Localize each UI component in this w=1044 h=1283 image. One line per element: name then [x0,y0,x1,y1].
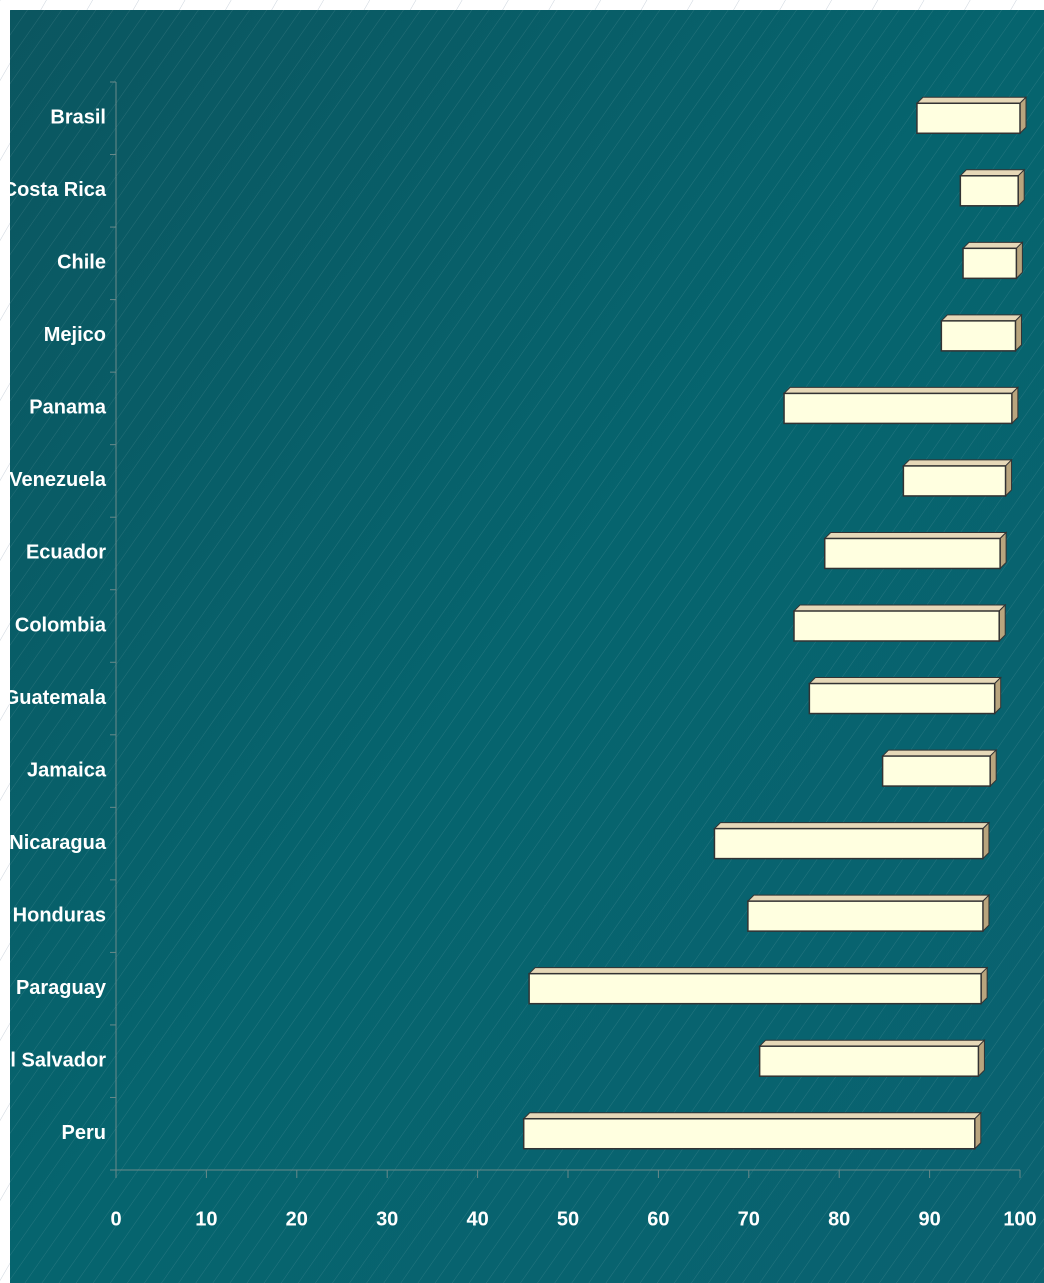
bar [747,900,984,932]
bar [528,972,982,1005]
x-tick-label: 20 [286,1208,308,1230]
y-tick-label: Brasil [50,107,106,129]
y-tick-label: Nicaragua [9,832,107,854]
bar-side [999,531,1007,570]
bar-top [961,241,1024,249]
bar [959,175,1019,207]
bar-side [977,1038,985,1078]
bar-side [1014,313,1022,353]
bar-side [1019,96,1027,135]
bar-top [915,96,1028,104]
bar-top [527,967,989,975]
bar-side [1011,386,1019,425]
bar-top [881,749,998,757]
bar-top [959,169,1026,177]
x-tick-label: 70 [738,1208,760,1230]
bar [793,610,1000,642]
y-tick-label: Jamaica [27,759,107,781]
x-tick-label: 100 [1003,1208,1036,1230]
bar-side [982,893,990,933]
bar [881,755,991,787]
x-tick-label: 60 [647,1208,669,1230]
bar-side [989,748,997,788]
bar-top [940,314,1023,322]
y-tick-label: Costa Rica [3,179,107,201]
bar-side [982,821,990,860]
x-tick-label: 10 [195,1208,217,1230]
bar-side [1015,241,1023,280]
bar [823,537,1001,570]
y-tick-label: Paraguay [16,977,107,999]
bar [916,102,1021,135]
y-tick-label: Panama [29,397,107,419]
y-tick-label: Peru [62,1122,106,1144]
y-tick-label: Mejico [44,324,106,346]
x-tick-label: 90 [918,1208,940,1230]
bar-top [808,677,1002,685]
bar-side [980,966,988,1005]
bar [808,682,996,715]
x-tick-label: 80 [828,1208,850,1230]
bar-top [713,822,991,830]
y-tick-label: Venezuela [9,469,107,491]
bar-side [974,1111,982,1150]
y-tick-label: Ecuador [26,542,106,564]
y-tick-label: El Salvador [0,1049,106,1071]
bar-top [758,1039,986,1047]
x-tick-label: 30 [376,1208,398,1230]
bar-side [1017,168,1025,208]
y-tick-label: Guatemala [4,687,107,709]
bar-top [522,1112,983,1120]
bar [902,465,1007,497]
bar-top [782,386,1020,394]
bar [940,320,1017,352]
x-tick-label: 0 [110,1208,121,1230]
bar [962,247,1018,280]
bar [713,827,984,860]
bar-top [792,604,1007,612]
bar [522,1117,976,1150]
bar [783,392,1013,425]
background-stripes [10,10,1044,1283]
bar-top [902,459,1013,467]
bar-side [998,603,1006,643]
bar-top [823,531,1008,539]
bar-side [994,676,1002,715]
x-tick-label: 50 [557,1208,579,1230]
x-tick-label: 40 [466,1208,488,1230]
y-tick-label: Colombia [15,614,107,636]
bar-side [1005,458,1013,498]
y-tick-label: Chile [57,252,106,274]
bar-top [746,894,991,902]
y-tick-label: Honduras [13,904,106,926]
bar [758,1045,980,1077]
